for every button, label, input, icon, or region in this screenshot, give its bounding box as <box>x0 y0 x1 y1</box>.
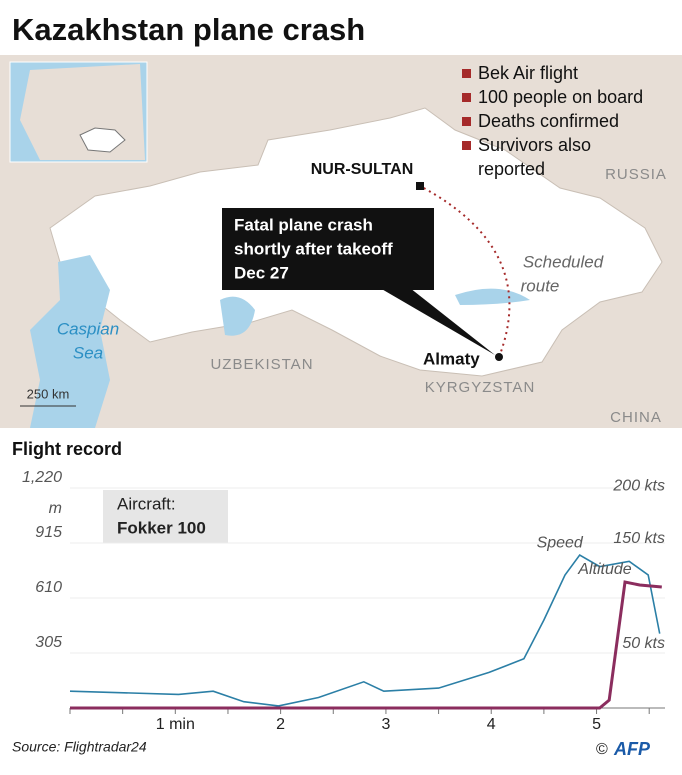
y2-tick-label: 50 kts <box>622 635 665 652</box>
scale-label: 250 km <box>27 386 70 401</box>
y-tick-label: 1,220 <box>22 469 62 486</box>
x-tick-label: 4 <box>487 716 496 733</box>
series-line <box>70 580 662 710</box>
fact: reported <box>478 159 545 179</box>
crash-label: Almaty <box>423 349 480 368</box>
series-line <box>69 553 661 707</box>
source: Source: Flightradar24 <box>12 739 147 755</box>
capital-label: NUR-SULTAN <box>311 161 414 178</box>
series-label: Altitude <box>577 561 631 578</box>
x-tick-label: 3 <box>381 716 390 733</box>
country-label: RUSSIA <box>605 166 667 183</box>
series-label: Speed <box>537 534 584 551</box>
inset-land <box>20 64 145 160</box>
x-tick-label: 2 <box>276 716 285 733</box>
fact: 100 people on board <box>478 87 643 107</box>
country-label: CHINA <box>610 409 662 426</box>
x-tick-label: 5 <box>592 716 601 733</box>
country-label: KYRGYZSTAN <box>425 379 536 396</box>
callout-line: shortly after takeoff <box>234 239 393 258</box>
callout-line: Fatal plane crash <box>234 215 373 234</box>
map: Fatal plane crash shortly after takeoff … <box>0 55 682 428</box>
y-axis-label: m <box>49 500 62 517</box>
fact: Survivors also <box>478 135 591 155</box>
chart-title: Flight record <box>12 439 122 459</box>
callout-pointer <box>380 288 495 355</box>
route-label: route <box>521 276 560 295</box>
bullet <box>462 117 471 126</box>
crash-marker <box>495 353 503 361</box>
inset-kazakhstan <box>79 127 126 153</box>
y-tick-label: 610 <box>35 579 62 596</box>
bullet <box>462 69 471 78</box>
fact: Deaths confirmed <box>478 111 619 131</box>
callout-line: Dec 27 <box>234 263 289 282</box>
aircraft-box <box>103 490 228 543</box>
fact: Bek Air flight <box>478 63 578 83</box>
y2-tick-label: 150 kts <box>613 530 665 547</box>
bullet <box>462 141 471 150</box>
aircraft-name: Fokker 100 <box>117 518 206 537</box>
aral-lake <box>220 296 255 336</box>
caspian-sea <box>30 255 110 428</box>
y-tick-label: 305 <box>35 634 62 651</box>
credit: AFP <box>613 739 651 759</box>
sea-label: Caspian <box>57 319 119 338</box>
balkhash-lake <box>455 288 530 305</box>
callout-box <box>222 208 434 290</box>
capital-marker <box>416 182 424 190</box>
title: Kazakhstan plane crash <box>12 12 365 47</box>
y2-tick-label: 200 kts <box>612 478 665 495</box>
bullet <box>462 93 471 102</box>
y-tick-label: 915 <box>35 524 62 541</box>
country-label: UZBEKISTAN <box>210 356 313 373</box>
sea-label: Sea <box>73 343 103 362</box>
route-label: Scheduled <box>523 252 604 271</box>
x-tick-label: 1 min <box>156 716 195 733</box>
aircraft-label: Aircraft: <box>117 494 176 513</box>
copyright-sign: © <box>596 741 608 758</box>
